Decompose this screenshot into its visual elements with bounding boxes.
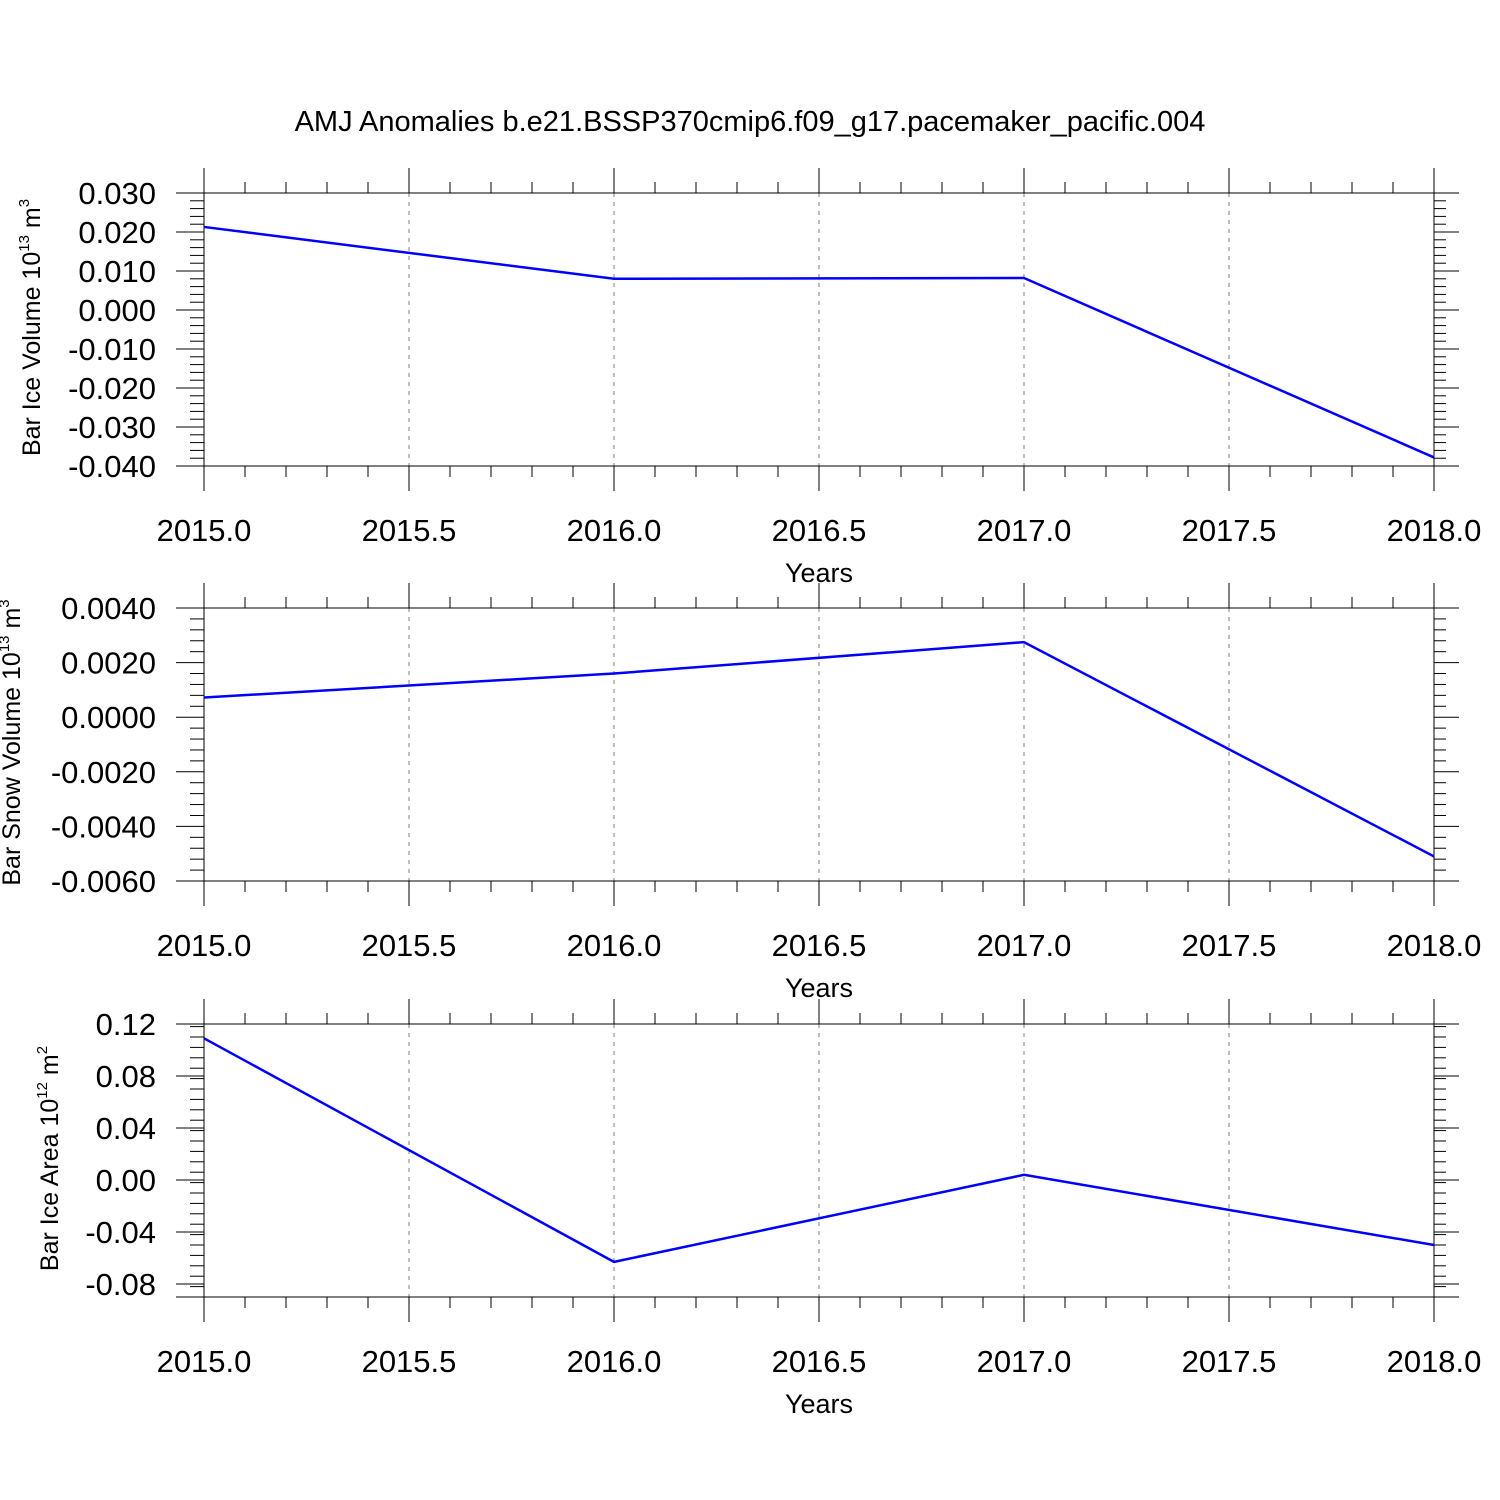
x-axis-label: Years [785,973,853,1003]
x-tick-labels: 2015.0 2015.5 2016.0 2016.5 2017.0 2017.5 2018… [157,1344,1482,1379]
y-axis-label-unit: m [18,207,46,235]
y-axis-label-text: Bar Ice Area 10 [36,1099,64,1271]
y-axis-label-unit: m [0,608,26,636]
y-tick-label: 0.04 [96,1111,156,1146]
x-tick-label: 2015.0 [157,928,252,963]
x-tick-label: 2015.5 [362,513,457,548]
x-tick-label: 2015.5 [362,1344,457,1379]
axes-frame [176,583,1459,906]
series-line [203,1037,1435,1264]
y-tick-label: 0.020 [78,215,156,250]
y-tick-label: -0.020 [68,371,156,406]
y-tick-label: -0.040 [68,449,156,484]
y-axis-label-exponent: 12 [34,1082,51,1099]
y-tick-label: 0.010 [78,254,156,289]
x-tick-label: 2015.5 [362,928,457,963]
tick-marks [176,583,1459,906]
y-axis-label-unit-exponent: 3 [16,199,33,207]
x-tick-label: 2016.0 [567,513,662,548]
y-tick-label: 0.0040 [61,591,156,626]
y-tick-label: -0.0020 [51,755,156,790]
y-axis-label-unit: m [36,1054,64,1082]
y-tick-label: 0.030 [78,176,156,211]
y-axis-label: Bar Snow Volume 1013 m3 [0,599,26,885]
x-tick-label: 2018.0 [1387,513,1482,548]
tick-marks [176,999,1459,1322]
x-tick-label: 2016.5 [772,513,867,548]
x-tick-label: 2017.0 [977,513,1072,548]
y-axis-label: Bar Ice Area 1012 m2 [34,1046,64,1271]
grid-lines [408,1024,1230,1297]
y-tick-label: -0.0060 [51,864,156,899]
y-axis-label-unit-exponent: 3 [0,599,13,607]
x-tick-label: 2016.0 [567,928,662,963]
grid-lines [408,193,1230,466]
y-tick-labels: 0.030 0.020 0.010 0.000 -0.010 -0.020 -0.030 -0… [68,176,156,484]
y-tick-label: 0.0020 [61,646,156,681]
y-tick-label: 0.000 [78,293,156,328]
x-tick-label: 2015.0 [157,513,252,548]
y-tick-label: -0.04 [85,1215,156,1250]
series-line [203,640,1435,858]
panel-snow-volume: 0.00400.00200.0000-0.0020-0.0040-0.0060 … [0,583,1481,1003]
y-axis-label: Bar Ice Volume 1013 m3 [16,199,46,456]
panel-ice-volume: 0.030 0.020 0.010 0.000 -0.010 -0.020 -0.030 -0… [16,168,1481,588]
y-tick-label: 0.12 [96,1007,156,1042]
x-tick-labels: 2015.0 2015.5 2016.0 2016.5 2017.0 2017.5 2018… [157,513,1482,548]
y-tick-label: -0.0040 [51,809,156,844]
axes-frame [176,168,1459,491]
y-tick-label: -0.030 [68,410,156,445]
x-tick-label: 2017.5 [1182,513,1277,548]
x-tick-label: 2018.0 [1387,928,1482,963]
y-tick-label: 0.00 [96,1163,156,1198]
x-tick-label: 2016.0 [567,1344,662,1379]
y-tick-label: 0.08 [96,1059,156,1094]
axes-frame [176,999,1459,1322]
y-tick-label: -0.08 [85,1267,156,1302]
x-axis-label: Years [785,1389,853,1419]
x-tick-label: 2017.5 [1182,1344,1277,1379]
x-tick-labels: 2015.0 2015.5 2016.0 2016.5 2017.0 2017.5 2018… [157,928,1482,963]
x-tick-label: 2018.0 [1387,1344,1482,1379]
x-tick-label: 2016.5 [772,928,867,963]
y-tick-labels: 0.12 0.08 0.04 0.00 -0.04 -0.08 [85,1007,156,1302]
x-tick-label: 2017.5 [1182,928,1277,963]
series-line [203,225,1435,459]
y-axis-label-exponent: 13 [16,235,33,252]
tick-marks [176,168,1459,491]
y-tick-label: 0.0000 [61,700,156,735]
grid-lines [408,608,1230,881]
y-axis-label-unit-exponent: 2 [34,1046,51,1054]
panel-ice-area: 0.120.080.040.00-0.04-0.08 2015.0 2015.5 2… [34,999,1481,1419]
x-tick-label: 2016.5 [772,1344,867,1379]
y-tick-label: -0.010 [68,332,156,367]
figure-title: AMJ Anomalies b.e21.BSSP370cmip6.f09_g17… [295,106,1206,138]
y-axis-label-text: Bar Snow Volume 10 [0,652,26,885]
x-tick-label: 2015.0 [157,1344,252,1379]
y-axis-label-exponent: 13 [0,635,13,652]
x-tick-label: 2017.0 [977,928,1072,963]
x-tick-label: 2017.0 [977,1344,1072,1379]
y-axis-label-text: Bar Ice Volume 10 [18,252,46,456]
y-tick-labels: 0.0040 0.0020 0.0000 -0.0020 -0.0040 -0.0060 [51,591,156,899]
